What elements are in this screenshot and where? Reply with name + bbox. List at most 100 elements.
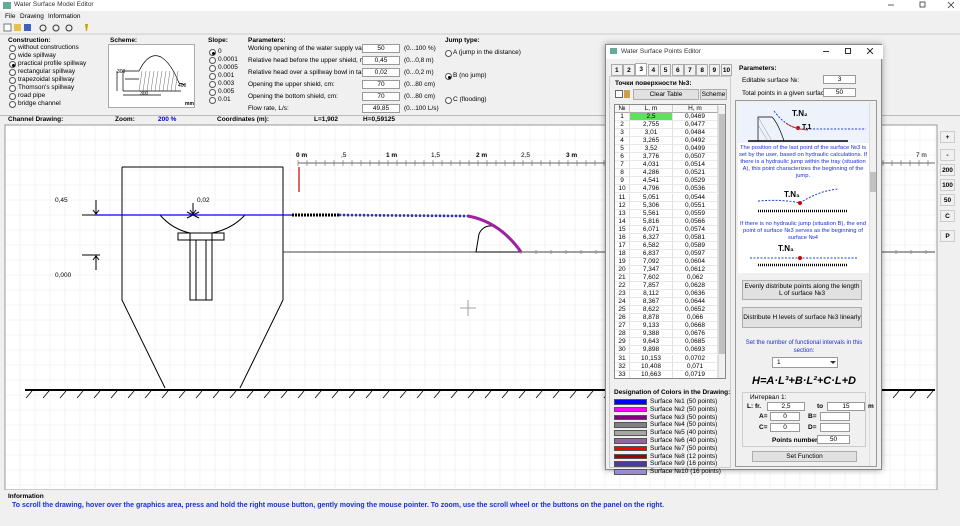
- zoom-button[interactable]: 50: [940, 194, 955, 206]
- radio-button[interactable]: [209, 97, 216, 104]
- table-cell[interactable]: 0,0559: [673, 209, 718, 218]
- table-cell[interactable]: 0,0521: [673, 169, 718, 178]
- table-cell[interactable]: 9,388: [630, 330, 673, 339]
- radio-button[interactable]: [209, 73, 216, 80]
- table-cell[interactable]: 27: [615, 322, 630, 331]
- parameter-input[interactable]: 0,02: [362, 68, 400, 77]
- table-cell[interactable]: 24: [615, 298, 630, 307]
- table-cell[interactable]: 26: [615, 314, 630, 323]
- table-cell[interactable]: 0,0566: [673, 217, 718, 226]
- radio-button[interactable]: [9, 53, 16, 60]
- table-cell[interactable]: 5,561: [630, 209, 673, 218]
- table-cell[interactable]: 25: [615, 306, 630, 315]
- table-cell[interactable]: 8,622: [630, 306, 673, 315]
- table-cell[interactable]: 0,0581: [673, 233, 718, 242]
- table-cell[interactable]: 11: [615, 193, 630, 202]
- table-cell[interactable]: 0,0514: [673, 161, 718, 170]
- table-cell[interactable]: 10,153: [630, 354, 673, 363]
- table-cell[interactable]: 9,898: [630, 346, 673, 355]
- table-cell[interactable]: 16: [615, 233, 630, 242]
- editable-input[interactable]: 3: [823, 75, 856, 84]
- table-cell[interactable]: 10,663: [630, 370, 673, 378]
- parameter-input[interactable]: 70: [362, 80, 400, 89]
- radio-button[interactable]: [445, 97, 452, 104]
- table-cell[interactable]: 0,0507: [673, 153, 718, 162]
- table-cell[interactable]: 33: [615, 370, 630, 378]
- table-cell[interactable]: 13: [615, 209, 630, 218]
- c-input[interactable]: 0: [770, 423, 800, 432]
- zoom-button[interactable]: 100: [940, 179, 955, 191]
- radio-button[interactable]: [209, 81, 216, 88]
- table-cell[interactable]: 1: [615, 113, 630, 122]
- d-input[interactable]: [820, 423, 850, 432]
- radio-button[interactable]: [209, 49, 216, 56]
- scroll-thumb[interactable]: [719, 114, 725, 354]
- table-cell[interactable]: 0,0574: [673, 225, 718, 234]
- table-cell[interactable]: 8: [615, 169, 630, 178]
- table-cell[interactable]: 23: [615, 290, 630, 299]
- table-cell[interactable]: 9,643: [630, 338, 673, 347]
- table-cell[interactable]: 4,286: [630, 169, 673, 178]
- tab[interactable]: 5: [659, 64, 672, 76]
- table-cell[interactable]: 0,0492: [673, 137, 718, 146]
- radio-button[interactable]: [9, 85, 16, 92]
- table-cell[interactable]: 32: [615, 362, 630, 371]
- table-cell[interactable]: 22: [615, 282, 630, 291]
- table-cell[interactable]: 0,0544: [673, 193, 718, 202]
- table-cell[interactable]: 0,0628: [673, 282, 718, 291]
- table-cell[interactable]: 4: [615, 137, 630, 146]
- table-cell[interactable]: 3,776: [630, 153, 673, 162]
- zoom-button[interactable]: +: [940, 131, 955, 143]
- menu-item[interactable]: Drawing: [20, 13, 44, 20]
- table-cell[interactable]: 29: [615, 338, 630, 347]
- copy-icon[interactable]: [615, 90, 623, 98]
- zoom-button[interactable]: C: [940, 210, 955, 222]
- table-cell[interactable]: 0,0636: [673, 290, 718, 299]
- table-cell[interactable]: 12: [615, 201, 630, 210]
- table-cell[interactable]: 8,112: [630, 290, 673, 299]
- table-cell[interactable]: 0,0536: [673, 185, 718, 194]
- radio-button[interactable]: [9, 69, 16, 76]
- minimize-button[interactable]: [823, 51, 829, 52]
- radio-button[interactable]: [209, 89, 216, 96]
- table-cell[interactable]: 6,071: [630, 225, 673, 234]
- table-cell[interactable]: 4,796: [630, 185, 673, 194]
- table-cell[interactable]: 0,0719: [673, 370, 718, 378]
- table-cell[interactable]: 2,755: [630, 121, 673, 130]
- zoom-button[interactable]: 200: [940, 164, 955, 176]
- table-cell[interactable]: 0,0529: [673, 177, 718, 186]
- table-cell[interactable]: 0,0668: [673, 322, 718, 331]
- parameter-input[interactable]: 70: [362, 92, 400, 101]
- table-cell[interactable]: 9,133: [630, 322, 673, 331]
- table-cell[interactable]: 10,408: [630, 362, 673, 371]
- menu-item[interactable]: File: [5, 13, 16, 20]
- zoom-button[interactable]: P: [940, 230, 955, 242]
- table-cell[interactable]: 0,0484: [673, 129, 718, 138]
- table-cell[interactable]: 18: [615, 249, 630, 258]
- radio-button[interactable]: [445, 73, 452, 80]
- radio-button[interactable]: [209, 65, 216, 72]
- table-cell[interactable]: 14: [615, 217, 630, 226]
- table-cell[interactable]: 0,0612: [673, 265, 718, 274]
- table-cell[interactable]: 4,541: [630, 177, 673, 186]
- table-cell[interactable]: 5,816: [630, 217, 673, 226]
- table-cell[interactable]: 0,0499: [673, 145, 718, 154]
- table-cell[interactable]: 7,347: [630, 265, 673, 274]
- linear-button[interactable]: Distribute H levels of surface №3 linear…: [742, 307, 862, 328]
- table-cell[interactable]: 8,878: [630, 314, 673, 323]
- radio-button[interactable]: [9, 45, 16, 52]
- parameter-input[interactable]: 50: [362, 44, 400, 53]
- table-cell[interactable]: 7,602: [630, 274, 673, 283]
- table-cell[interactable]: 9: [615, 177, 630, 186]
- close-x[interactable]: [867, 48, 873, 54]
- tab[interactable]: 8: [696, 64, 708, 76]
- table-cell[interactable]: 7,857: [630, 282, 673, 291]
- panel-thumb[interactable]: [870, 172, 876, 192]
- table-cell[interactable]: 31: [615, 354, 630, 363]
- table-cell[interactable]: 0,0652: [673, 306, 718, 315]
- table-cell[interactable]: 19: [615, 257, 630, 266]
- table-cell[interactable]: 6: [615, 153, 630, 162]
- paste-icon[interactable]: [624, 90, 630, 98]
- table-cell[interactable]: 0,0685: [673, 338, 718, 347]
- zoom-button[interactable]: -: [940, 149, 955, 161]
